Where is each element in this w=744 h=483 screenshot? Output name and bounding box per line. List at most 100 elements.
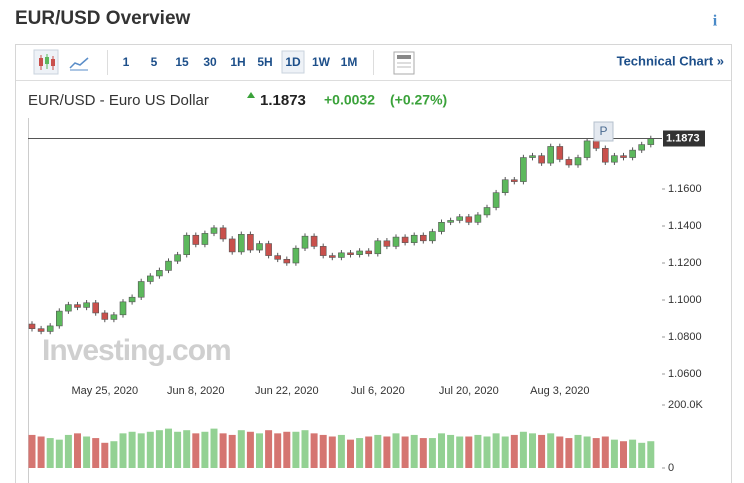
candle-body: [529, 155, 536, 158]
candle-body: [119, 301, 127, 316]
volume-bar: [74, 433, 81, 468]
candle-body: [520, 157, 527, 182]
interval-button[interactable]: 15: [175, 55, 189, 69]
interval-button[interactable]: 5: [151, 55, 158, 69]
y-tick-label: 0: [668, 462, 674, 474]
volume-bar: [529, 433, 536, 468]
interval-button[interactable]: 30: [203, 55, 217, 69]
candle-body: [65, 304, 72, 312]
quote-change: +0.0032: [324, 92, 375, 108]
x-tick-label: Jul 20, 2020: [439, 385, 499, 397]
candle-body: [110, 314, 118, 320]
annotation-box[interactable]: [593, 121, 614, 142]
candle-body: [274, 255, 282, 260]
volume-bar: [492, 433, 500, 468]
volume-bar: [629, 439, 637, 468]
volume-bar: [401, 436, 409, 468]
interval-button[interactable]: 1H: [230, 55, 245, 69]
technical-chart-link[interactable]: Technical Chart »: [617, 53, 724, 68]
x-tick-label: Jul 6, 2020: [351, 385, 405, 397]
volume-bar: [292, 431, 300, 468]
candle-body: [147, 275, 154, 282]
interval-button[interactable]: 1: [123, 55, 130, 69]
volume-bar: [37, 436, 45, 468]
candle-body: [401, 236, 409, 243]
info-button[interactable]: [702, 8, 728, 34]
candle-body: [328, 255, 336, 258]
last-price-box: [663, 130, 705, 147]
candle-body: [574, 157, 582, 166]
volume-bar: [219, 433, 227, 468]
interval-button[interactable]: 1M: [341, 55, 358, 69]
interval-button[interactable]: 5H: [257, 55, 272, 69]
volume-bar: [383, 436, 391, 468]
volume-bar: [146, 431, 154, 468]
x-tick-label: Jun 22, 2020: [255, 385, 319, 397]
candle-body: [392, 236, 400, 247]
line-icon[interactable]: [69, 57, 89, 71]
annotation-text[interactable]: P: [599, 124, 607, 138]
interval-button[interactable]: 1W: [312, 55, 331, 69]
volume-bar: [274, 433, 282, 468]
candle-body: [383, 240, 391, 247]
volume-bar: [410, 434, 418, 468]
volume-bar: [283, 431, 291, 468]
candle-body: [556, 146, 564, 160]
last-price-label: 1.1873: [666, 132, 700, 144]
y-tick-label: 1.1400: [668, 220, 702, 232]
quote-price: 1.1873: [260, 92, 306, 109]
y-tick-label: 1.1200: [668, 257, 702, 269]
volume-bar: [201, 431, 209, 468]
volume-bar: [601, 436, 609, 468]
volume-bar: [556, 436, 564, 468]
interval-selected: [281, 50, 305, 74]
candle-icon[interactable]: [33, 49, 59, 75]
candle-body: [92, 302, 99, 314]
volume-bar: [474, 434, 482, 468]
candle-body: [201, 233, 209, 245]
candle-body: [620, 155, 627, 158]
candle-body: [338, 252, 345, 258]
candle-body: [419, 234, 427, 242]
candle-body: [156, 270, 163, 277]
volume-bar: [137, 433, 145, 468]
candle-body: [538, 155, 545, 164]
volume-bar: [64, 434, 72, 468]
candle-body: [583, 140, 591, 158]
volume-bar: [256, 433, 263, 468]
candle-body: [292, 247, 300, 264]
volume-bar: [301, 430, 309, 468]
volume-bar: [337, 434, 345, 468]
volume-bar: [583, 436, 591, 468]
candle-body: [192, 234, 200, 245]
up-arrow: [247, 92, 255, 98]
candle-body: [219, 227, 227, 240]
candle-body: [74, 304, 81, 308]
volume-bar: [428, 438, 436, 468]
candle-body: [256, 243, 263, 251]
candle-body: [128, 296, 136, 303]
quote-line: EUR/USD - Euro US Dollar: [28, 92, 209, 109]
volume-bar: [510, 434, 518, 468]
volume-bar: [447, 434, 455, 468]
candle-body: [492, 192, 500, 208]
panel: [15, 44, 732, 483]
volume-bar: [538, 434, 546, 468]
page-title: EUR/USD Overview: [15, 8, 191, 29]
info-icon[interactable]: i: [713, 13, 718, 30]
volume-bar: [465, 436, 473, 468]
volume-bar: [110, 441, 118, 468]
calendar-icon[interactable]: [393, 51, 415, 75]
instrument-name: EUR/USD - Euro US Dollar: [28, 92, 209, 109]
candle-body: [247, 234, 254, 251]
interval-button[interactable]: 1D: [285, 55, 301, 69]
candle-body: [210, 227, 218, 234]
volume-bar: [119, 433, 127, 468]
volume-bar: [574, 434, 582, 468]
watermark: Investing.com: [42, 334, 231, 367]
candle-body: [347, 252, 354, 255]
volume-bar: [265, 430, 273, 468]
volume-bar: [592, 438, 600, 468]
candle-body: [547, 146, 555, 164]
